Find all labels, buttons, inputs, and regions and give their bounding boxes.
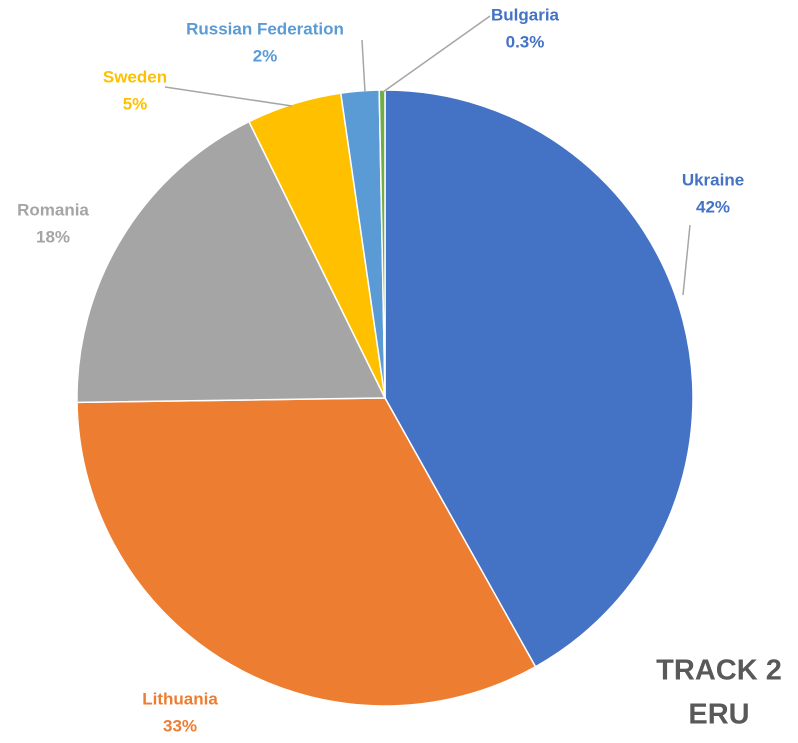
- leader-line: [361, 39, 366, 93]
- slice-label: Sweden: [103, 67, 167, 86]
- slice-label: Lithuania: [142, 689, 218, 708]
- annotation: ERU: [688, 699, 749, 731]
- value-label: 0.3%: [506, 32, 545, 51]
- slice-label: Ukraine: [682, 170, 744, 189]
- value-label: 18%: [36, 227, 70, 246]
- slice-label: Bulgaria: [491, 5, 560, 24]
- pie-slice: [384, 89, 694, 668]
- value-label: 33%: [163, 716, 197, 735]
- leader-line: [382, 15, 491, 93]
- value-label: 2%: [253, 46, 278, 65]
- leader-line: [682, 224, 691, 296]
- annotation: TRACK 2: [656, 655, 782, 687]
- pie-slice: [76, 120, 387, 404]
- leader-line: [164, 86, 293, 107]
- value-label: 42%: [696, 197, 730, 216]
- pie-slice: [76, 397, 537, 707]
- value-label: 5%: [123, 94, 148, 113]
- slice-label: Russian Federation: [186, 19, 344, 38]
- slice-label: Romania: [17, 200, 89, 219]
